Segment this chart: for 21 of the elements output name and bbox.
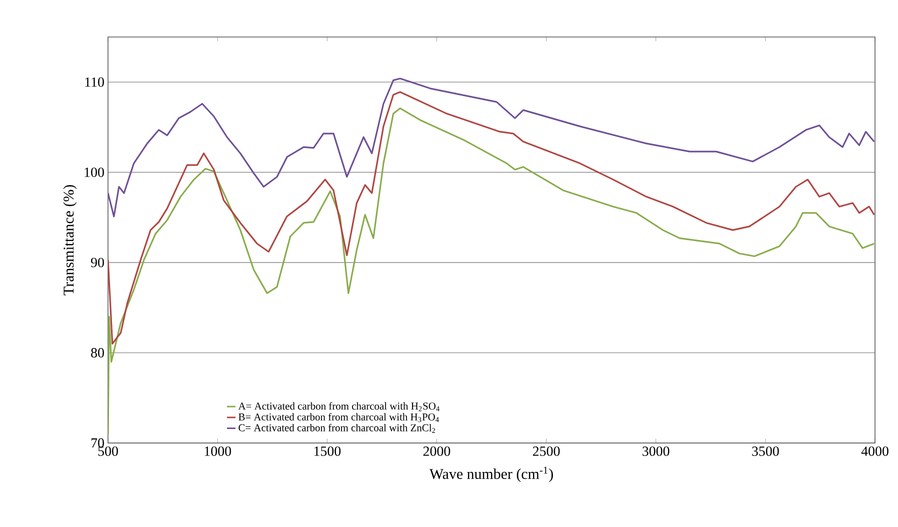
- x-tick-label: 500: [98, 446, 118, 456]
- x-tick-label: 1000: [204, 446, 231, 456]
- x-tick-label: 3500: [752, 446, 779, 456]
- y-tick-label: 90: [90, 258, 104, 268]
- legend-label: B= Activated carbon from charcoal with H$_{3}$PO$_{4}$: [238, 413, 439, 422]
- line-series: [108, 107, 875, 435]
- x-tick-label: 2000: [423, 446, 450, 456]
- y-tick-label: 110: [85, 77, 104, 87]
- legend-label: A= Activated carbon from charcoal with H$_{2}$SO$_{4}$: [238, 402, 440, 412]
- legend-label: C= Activated carbon from charcoal with ZnCl$_{2}$: [238, 424, 436, 433]
- y-tick-label: 80: [91, 348, 104, 358]
- x-tick-label: 2500: [532, 446, 560, 456]
- line-series: [108, 78, 875, 218]
- x-tick-label: 1500: [314, 446, 341, 456]
- y-axis-title: Transmittance (%): [63, 185, 77, 296]
- x-tick-label: 3000: [642, 446, 670, 456]
- x-axis-title: Wave number (cm$^{-1}$): [429, 466, 553, 482]
- line-series: [108, 91, 875, 345]
- y-tick-label: 100: [84, 168, 104, 178]
- y-tick-label: 70: [91, 438, 104, 448]
- x-tick-label: 4000: [861, 446, 888, 456]
